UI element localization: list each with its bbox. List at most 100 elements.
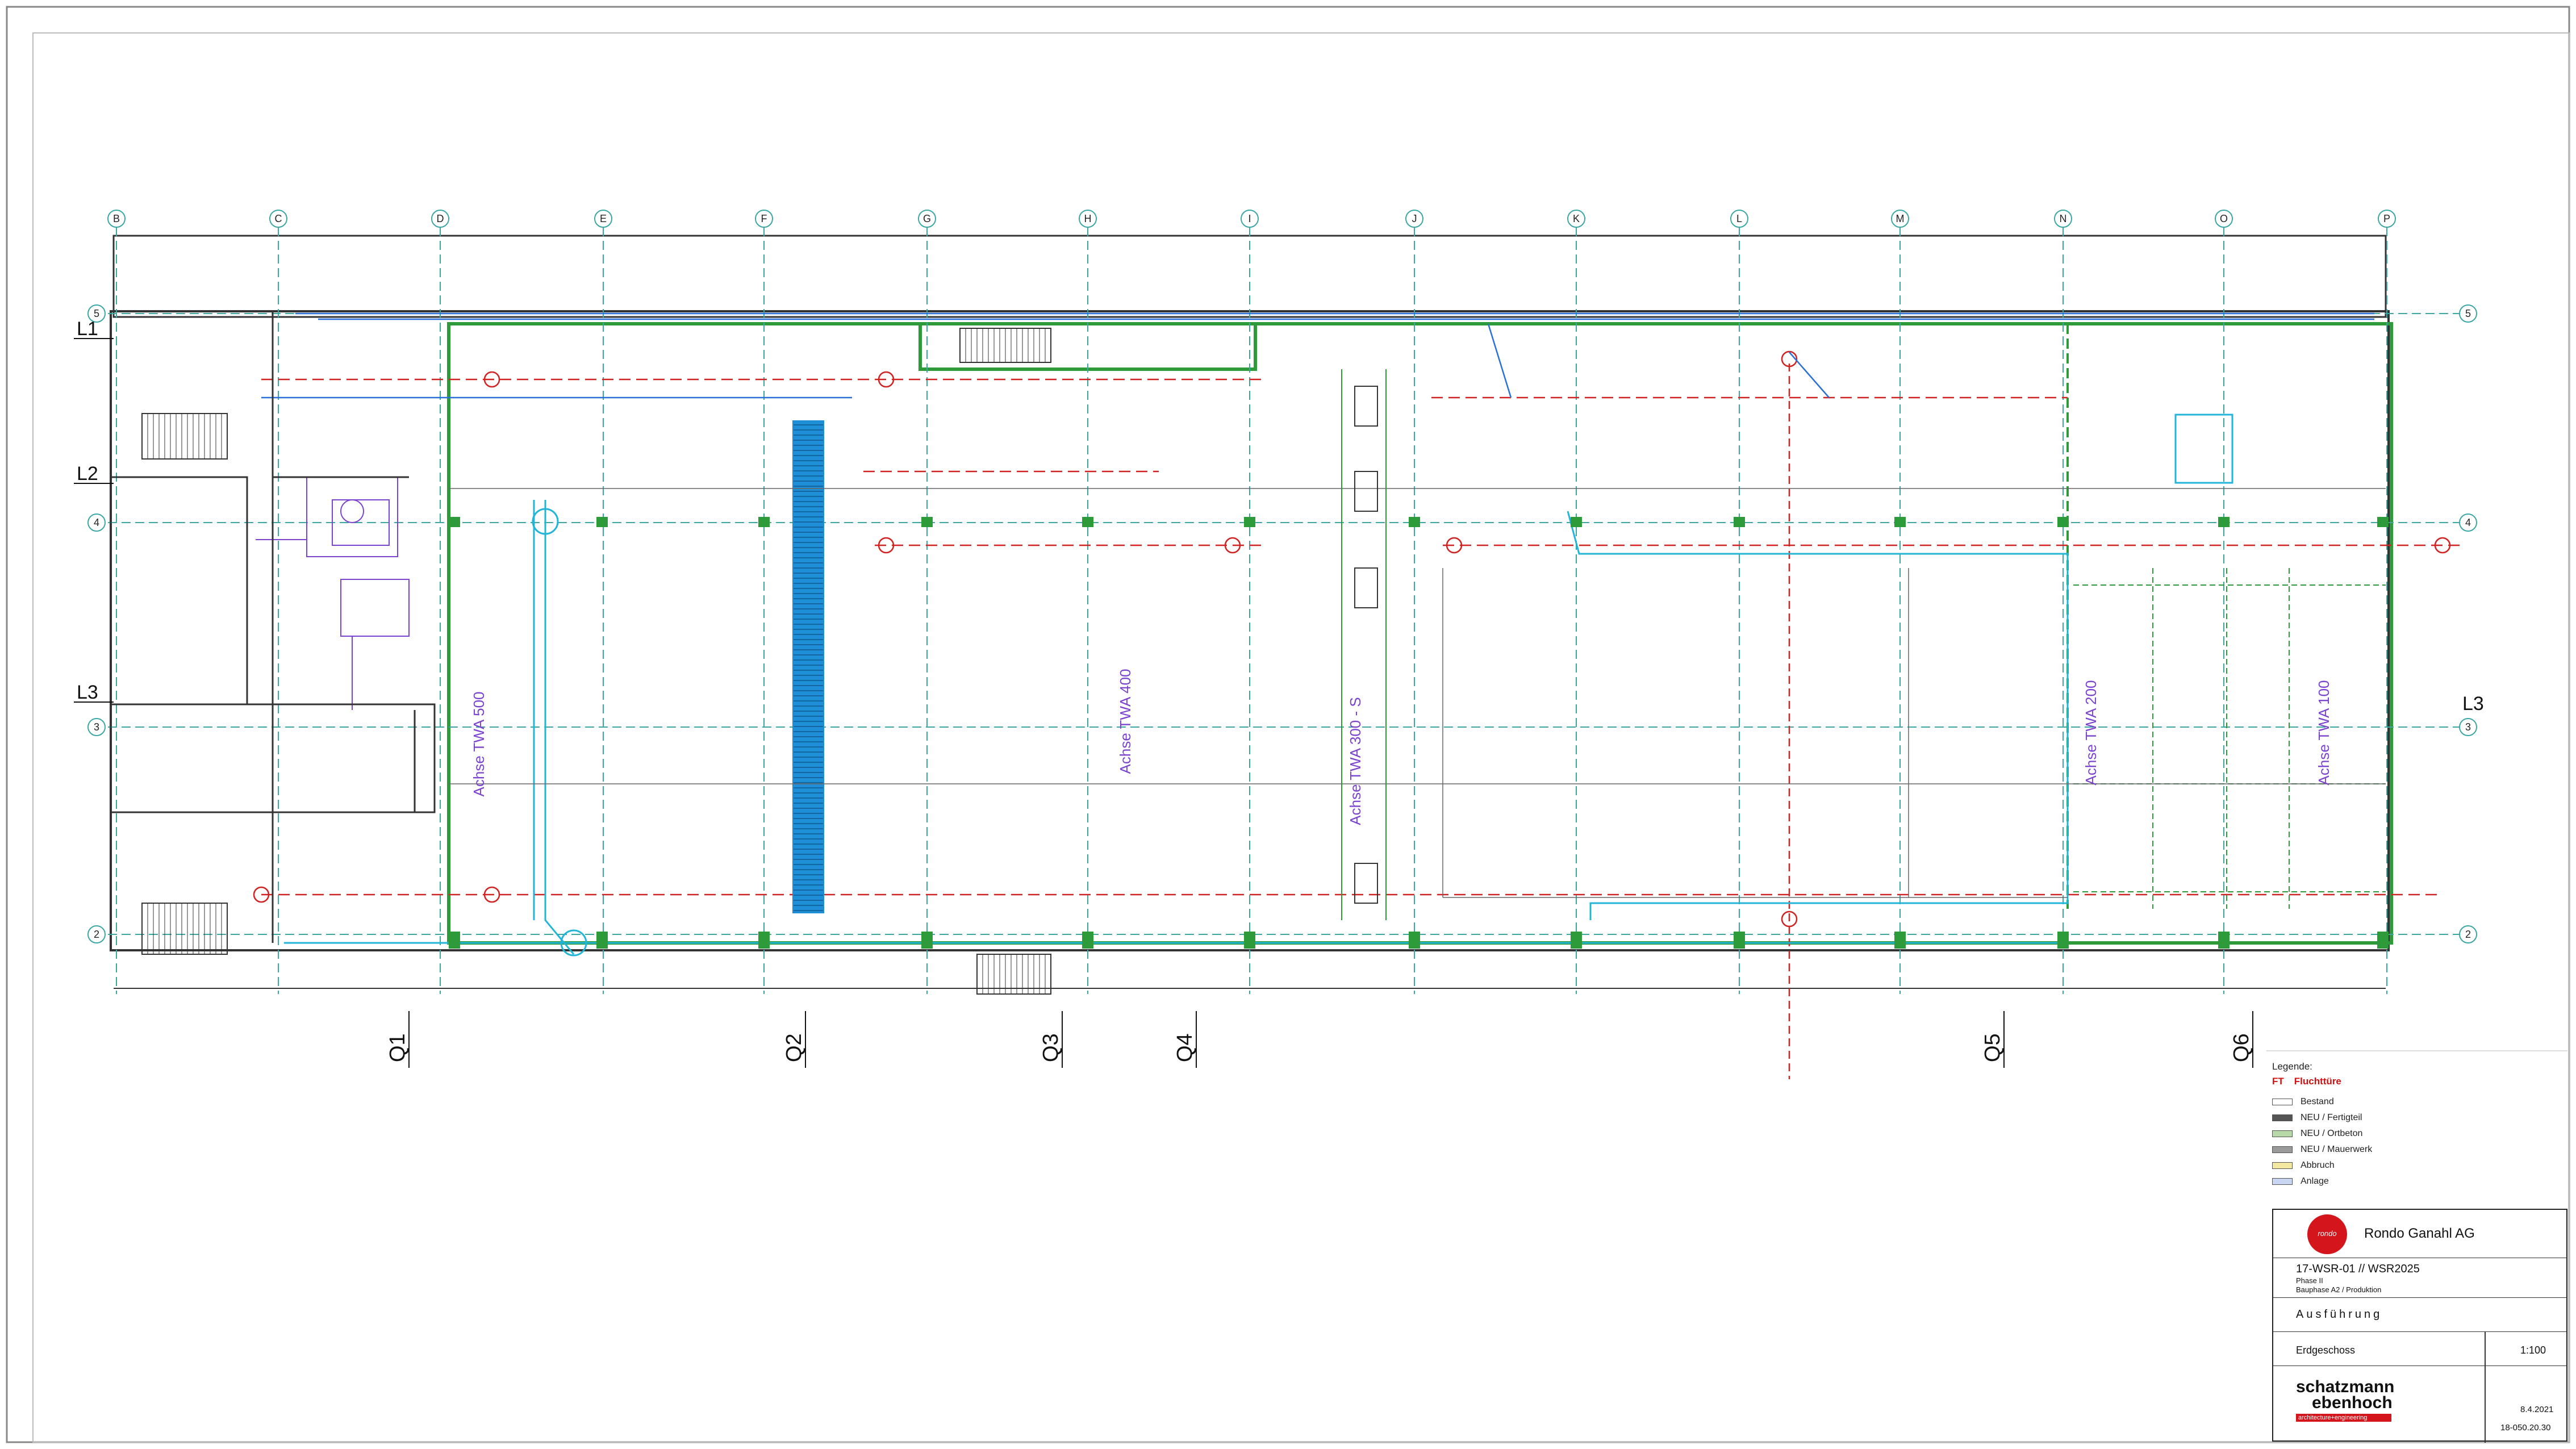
grid-bubble-I: [1241, 210, 1259, 228]
logo-text: rondo: [2318, 1229, 2337, 1238]
grid-bubble-B: [107, 210, 126, 228]
legend-item-abbruch: Abbruch: [2272, 1158, 2391, 1174]
tb-project-row: 17-WSR-01 // WSR2025 Phase II Bauphase A…: [2273, 1258, 2566, 1298]
stair-treads: [147, 328, 1046, 994]
plan-date: 8.4.2021: [2520, 1405, 2554, 1414]
structural-pillars: [449, 517, 2389, 949]
legend-item-anlage: Anlage: [2272, 1174, 2391, 1189]
grid-bubble-N: [2054, 210, 2072, 228]
red-markers: [253, 350, 2451, 1079]
row-label-4: 4: [94, 517, 99, 528]
grid-label-K: K: [1573, 213, 1580, 224]
axis-label-2: Achse TWA 300 - S: [1347, 697, 1364, 825]
level-marker-L3-right: L3: [2462, 693, 2484, 715]
row-label-3: 3: [94, 721, 99, 733]
row-grid: [108, 313, 2460, 935]
legend-swatch: [2272, 1114, 2293, 1121]
grid-bubble-K: [1567, 210, 1585, 228]
legend-label: NEU / Fertigteil: [2301, 1113, 2362, 1122]
legend-swatch: [2272, 1146, 2293, 1153]
section-marker-Q4: Q4: [1173, 1033, 1197, 1062]
grid-label-J: J: [1412, 213, 1417, 224]
axis-label-0: Achse TWA 500: [470, 692, 487, 797]
legend-item-fertigteil: NEU / Fertigteil: [2272, 1110, 2391, 1126]
project-phase: Phase II: [2296, 1276, 2323, 1285]
architect-name-1: schatzmann: [2296, 1377, 2395, 1396]
title-block: rondo Rondo Ganahl AG 17-WSR-01 // WSR20…: [2272, 1209, 2567, 1443]
grid-bubble-L: [1730, 210, 1748, 228]
plan-name: Erdgeschoss: [2296, 1344, 2356, 1356]
row-bubble-5: [87, 304, 106, 323]
grid-bubble-O: [2215, 210, 2233, 228]
architect-name-2: ebenhoch: [2312, 1393, 2393, 1412]
legend-item-mauerwerk: NEU / Mauerwerk: [2272, 1142, 2391, 1158]
grid-label-B: B: [113, 213, 120, 224]
grid-label-P: P: [2383, 213, 2390, 224]
axis-label-4: Achse TWA 100: [2315, 680, 2332, 786]
plan-number: 18-050.20.30: [2500, 1423, 2551, 1433]
legend-label: NEU / Ortbeton: [2301, 1129, 2363, 1138]
beam-lines: [449, 488, 2386, 898]
grid-bubble-F: [755, 210, 773, 228]
grid-label-M: M: [1896, 213, 1905, 224]
walkway-green: [1341, 369, 1387, 920]
legend-ft-code: FT: [2272, 1076, 2284, 1087]
sheet-border: [6, 6, 2570, 1443]
cyan-pipes: [284, 414, 2233, 957]
grid-label-I: I: [1248, 213, 1251, 224]
row-label-5: 5: [94, 308, 99, 319]
axis-label-3: Achse TWA 200: [2082, 680, 2099, 786]
section-marker-Q3: Q3: [1039, 1033, 1063, 1062]
level-marker-L1: L1: [77, 318, 98, 340]
sheet-inner-border: [32, 32, 2570, 1443]
row-label-2: 2: [94, 929, 99, 940]
section-marker-Q5: Q5: [1981, 1033, 2005, 1062]
level-markers: L1 L2 L3 L3: [74, 318, 2484, 715]
legend-swatch: [2272, 1178, 2293, 1185]
grid-bubble-H: [1079, 210, 1097, 228]
legend-fluchttuere: FT Fluchttüre: [2272, 1076, 2391, 1087]
level-marker-L3: L3: [77, 682, 98, 703]
grid-bubble-J: [1405, 210, 1423, 228]
row-bubble-3: [87, 718, 106, 736]
tb-plan-row: Erdgeschoss 1:100: [2273, 1332, 2566, 1443]
tb-client-row: rondo Rondo Ganahl AG: [2273, 1210, 2566, 1258]
legend-title: Legende:: [2272, 1061, 2312, 1072]
row-label-4: 4: [2465, 517, 2471, 528]
grid-bubble-C: [269, 210, 287, 228]
grid-label-L: L: [1736, 213, 1742, 224]
legend-ft-label: Fluchttüre: [2294, 1076, 2341, 1087]
legend-swatch: [2272, 1130, 2293, 1137]
grid-label-O: O: [2220, 213, 2228, 224]
legend-swatch: [2272, 1099, 2293, 1105]
new-walls: [447, 322, 2393, 945]
blue-ducts: [261, 312, 2374, 399]
section-markers: Q1 Q2 Q3 Q4 Q5 Q6: [386, 1011, 2253, 1068]
column-grid-bubbles: B C D E F G H I J K L M N O P 5 5 4 4 3 3 2 2: [87, 210, 2477, 943]
legend-label: Abbruch: [2301, 1160, 2335, 1170]
legend-swatch: [2272, 1162, 2293, 1169]
walkway-boxes: [1354, 386, 1378, 904]
row-label-2: 2: [2465, 929, 2471, 940]
axis-label-1: Achse TWA 400: [1117, 669, 1134, 774]
grid-bubble-P: [2378, 210, 2396, 228]
axis-labels: Achse TWA 500 Achse TWA 400 Achse TWA 300 …: [470, 669, 2332, 825]
rondo-logo-icon: [2307, 1214, 2347, 1254]
grid-label-N: N: [2060, 213, 2067, 224]
legend-label: NEU / Mauerwerk: [2301, 1145, 2373, 1154]
legend-item-ortbeton: NEU / Ortbeton: [2272, 1126, 2391, 1142]
green-right-grid: [2073, 568, 2386, 909]
section-marker-Q6: Q6: [2230, 1033, 2253, 1062]
architect-tagline: architecture+engineering: [2296, 1414, 2391, 1422]
grid-label-H: H: [1084, 213, 1092, 224]
column-grid: [116, 227, 2387, 994]
annex-walls: [110, 311, 436, 943]
grid-label-F: F: [761, 213, 767, 224]
plan-scale: 1:100: [2520, 1344, 2546, 1356]
project-subtitle: Bauphase A2 / Produktion: [2296, 1285, 2382, 1294]
section-marker-Q1: Q1: [386, 1033, 410, 1062]
row-bubble-4: [87, 513, 106, 532]
grid-bubble-M: [1891, 210, 1909, 228]
project-code: 17-WSR-01 // WSR2025: [2296, 1263, 2420, 1275]
